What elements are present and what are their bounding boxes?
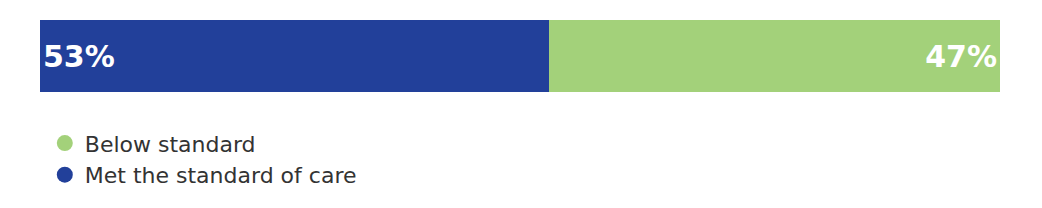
svg-text:47%: 47%: [925, 39, 997, 74]
svg-text:Below standard: Below standard: [85, 132, 256, 157]
svg-text:Met the standard of care: Met the standard of care: [85, 163, 357, 188]
svg-text:53%: 53%: [43, 39, 115, 74]
